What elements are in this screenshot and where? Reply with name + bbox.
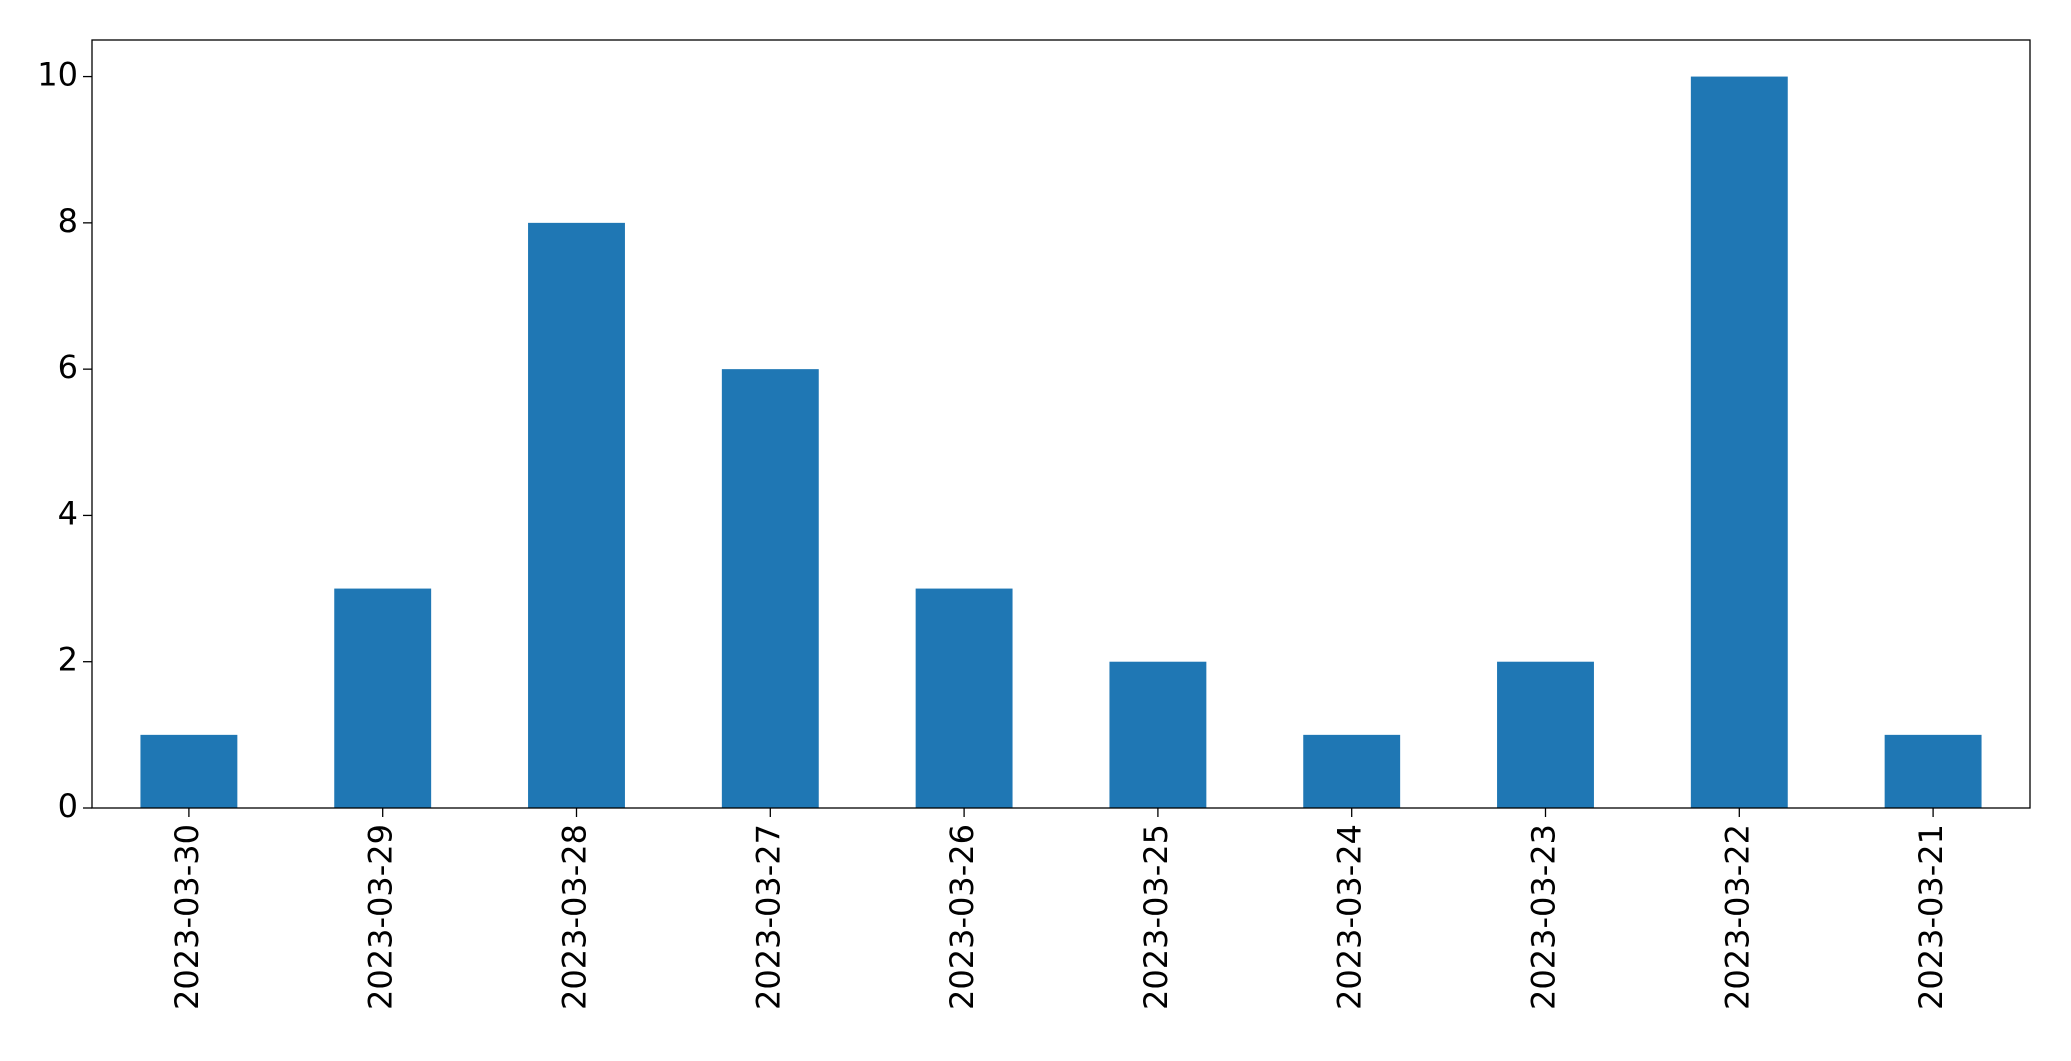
bar	[1497, 661, 1594, 808]
x-tick-label: 2023-03-23	[1525, 824, 1563, 1010]
x-tick-label: 2023-03-30	[168, 824, 206, 1010]
bar	[915, 588, 1013, 808]
bar	[1884, 734, 1982, 808]
x-tick-label: 2023-03-27	[749, 824, 787, 1010]
bar	[721, 369, 819, 808]
bar	[334, 588, 432, 808]
y-tick-label: 6	[58, 348, 78, 386]
y-tick-label: 2	[58, 641, 78, 679]
x-tick-label: 2023-03-22	[1718, 824, 1756, 1010]
y-tick-label: 0	[58, 787, 78, 825]
x-tick-label: 2023-03-26	[943, 824, 981, 1010]
bar	[1690, 76, 1788, 809]
x-tick-label: 2023-03-21	[1912, 824, 1950, 1010]
bar	[1109, 661, 1207, 808]
plot-frame	[91, 39, 2031, 809]
x-tick-label: 2023-03-29	[362, 824, 400, 1010]
bar	[1303, 734, 1401, 808]
y-tick-label: 8	[58, 202, 78, 240]
bar	[140, 734, 238, 808]
y-tick-label: 4	[58, 494, 78, 532]
y-tick-label: 10	[37, 56, 78, 94]
x-tick-label: 2023-03-25	[1137, 824, 1175, 1010]
bar	[528, 222, 625, 808]
x-tick-label: 2023-03-24	[1331, 824, 1369, 1010]
x-tick-label: 2023-03-28	[556, 824, 594, 1010]
